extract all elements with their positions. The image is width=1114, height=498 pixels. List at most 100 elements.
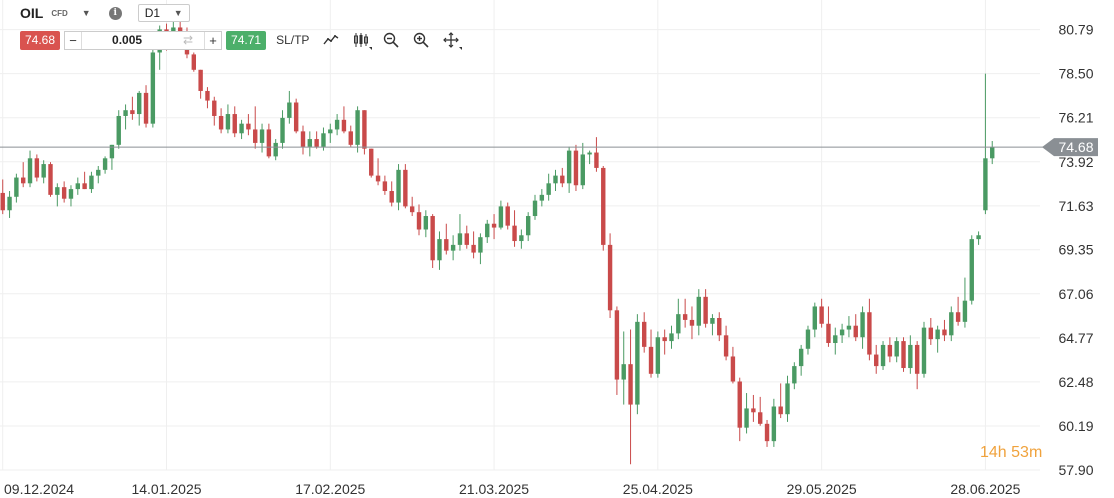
crosshair-icon[interactable] [443,32,460,48]
candle-body [901,341,906,369]
candle [143,85,149,128]
candle-body [983,158,988,211]
candle-body [225,114,231,130]
candle-body [682,314,688,320]
candle-body [635,321,640,405]
candle [969,235,974,305]
buy-button[interactable]: 74.71 [226,30,267,50]
candle [942,319,947,342]
candle-body [908,344,913,369]
candle-body [430,216,435,261]
candle-body [758,412,763,424]
candle [7,191,12,218]
candle-body [655,337,661,374]
candle-body [300,131,306,147]
candle [839,323,845,344]
zoom-out-icon[interactable] [383,32,399,48]
candle-body [594,152,599,168]
candle [853,314,858,342]
candle [409,196,415,217]
candle-body [751,408,756,413]
line-chart-icon[interactable] [323,32,339,48]
candle [491,214,497,240]
trade-bar: 74.68 − 0.005 ⇄ + 74.71 SL/TP [20,30,460,50]
candle-body [232,114,237,134]
candle [573,144,579,192]
candle-body [723,335,729,357]
y-axis: 57.90 60.19 62.48 64.77 67.06 69.35 71.63 73.92… [1058,22,1093,478]
candle [375,158,381,186]
candle-body [887,344,893,357]
candle [935,325,940,353]
info-icon[interactable]: i [108,6,122,20]
zoom-in-icon[interactable] [413,32,429,48]
swap-icon[interactable]: ⇄ [183,32,194,47]
candle [730,346,736,384]
y-tick-label: 73.92 [1058,154,1093,170]
candle [191,52,197,72]
candle [594,137,599,172]
candle-body [409,206,415,213]
candle [553,169,558,192]
candle [805,325,811,355]
candlestick-icon[interactable] [353,32,369,48]
candle-body [955,312,961,322]
candle-body [717,318,722,336]
candle-body [669,333,674,342]
candle-body [614,310,620,380]
candle [498,200,504,230]
candle-body [805,329,811,349]
countdown-minutes: 53 [1011,444,1029,461]
candle [218,108,224,134]
x-tick-label: 09.12.2024 [4,481,74,497]
candle [328,123,333,143]
timeframe-select[interactable]: D1 ▼ [137,4,190,22]
candle-body [942,329,947,336]
x-tick-label: 17.02.2025 [295,481,365,497]
candle [505,202,510,230]
candle-body [792,366,797,384]
x-axis: 09.12.2024 14.01.2025 17.02.2025 21.03.2025… [4,481,1021,497]
candle [430,214,435,268]
sltp-button[interactable]: SL/TP [276,33,310,47]
candle-body [928,327,934,340]
sell-button[interactable]: 74.68 [20,30,61,50]
symbol-dropdown-icon[interactable]: ▼ [81,8,91,18]
quantity-increase-button[interactable]: + [204,31,221,49]
candle [334,114,340,136]
candle [512,210,517,247]
candle [314,131,319,149]
candle [764,419,770,447]
candle-body [403,169,408,207]
candle-body [89,175,94,190]
candle [737,377,742,442]
candle-body [61,187,67,199]
candle-body [990,147,995,159]
candle-body [826,323,831,344]
quantity-stepper[interactable]: − 0.005 ⇄ + [64,30,223,50]
candle-body [812,306,818,330]
quantity-input[interactable]: 0.005 [81,31,172,49]
candle [710,314,715,336]
candle-body [819,306,824,324]
candle [566,146,572,193]
candle [532,194,538,220]
symbol-label[interactable]: OIL [20,5,44,21]
y-tick-label: 76.21 [1058,110,1093,126]
candle-body [539,194,545,201]
candle-body [737,381,742,428]
candle-body [880,344,886,367]
candle [423,210,429,238]
candle [703,289,708,328]
candle-body [96,169,101,176]
candle-body [710,318,715,324]
candle-body [7,196,12,211]
y-tick-label: 57.90 [1058,462,1093,478]
candle-body [382,181,388,192]
candle [96,166,101,184]
candle-body [676,314,681,334]
quantity-decrease-button[interactable]: − [69,32,77,48]
candle [751,394,756,422]
candle [82,171,87,190]
